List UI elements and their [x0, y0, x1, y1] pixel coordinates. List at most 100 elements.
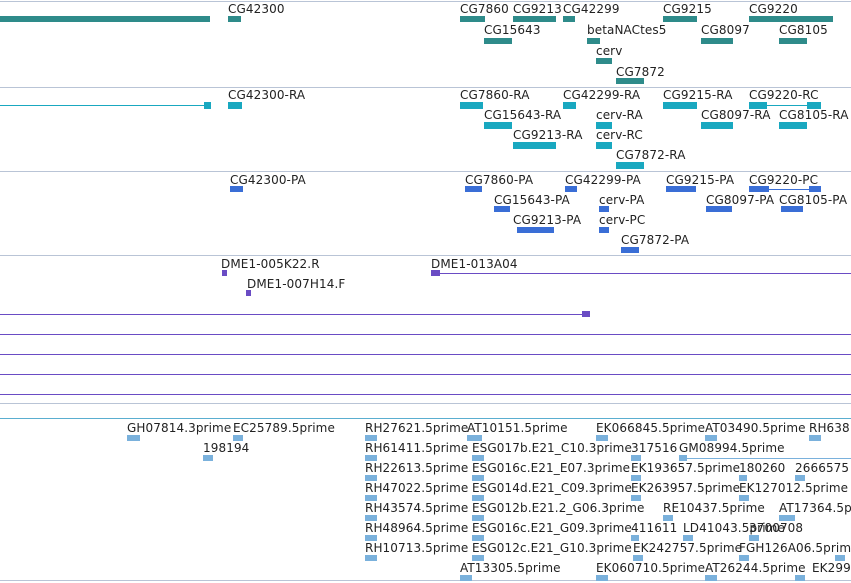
est-feature[interactable]	[663, 515, 673, 521]
est-feature[interactable]	[472, 555, 484, 561]
clone-feature[interactable]	[431, 270, 440, 276]
protein-feature[interactable]	[494, 206, 510, 212]
est-feature[interactable]	[472, 455, 484, 461]
transcript-feature[interactable]	[228, 102, 242, 109]
protein-feature[interactable]	[599, 227, 609, 233]
protein-feature[interactable]	[621, 247, 639, 253]
transcript-feature[interactable]	[596, 122, 612, 129]
gene-label: CG9220	[749, 2, 798, 16]
est-feature[interactable]	[365, 475, 377, 481]
est-feature[interactable]	[467, 435, 482, 441]
transcript-label: CG42299-RA	[563, 88, 641, 102]
est-feature[interactable]	[365, 495, 377, 501]
protein-feature[interactable]	[666, 186, 696, 192]
gene-feature[interactable]	[663, 16, 697, 22]
transcript-feature[interactable]	[701, 122, 733, 129]
protein-feature[interactable]	[706, 206, 732, 212]
est-feature[interactable]	[679, 455, 687, 461]
transcript-feature[interactable]	[204, 102, 211, 109]
protein-label: cerv-PC	[599, 213, 646, 227]
protein-feature[interactable]	[565, 186, 577, 192]
est-feature[interactable]	[472, 535, 484, 541]
est-feature[interactable]	[835, 555, 845, 561]
est-feature[interactable]	[631, 475, 641, 481]
transcript-feature[interactable]	[749, 102, 767, 109]
est-feature[interactable]	[779, 515, 795, 521]
est-feature[interactable]	[460, 575, 472, 581]
gene-label: CG9213	[513, 2, 562, 16]
est-label: EK263957.5prime	[631, 481, 741, 495]
est-feature[interactable]	[472, 515, 484, 521]
est-feature[interactable]	[705, 575, 717, 581]
est-label: ESG012b.E21.2_G06.3prime	[472, 501, 645, 515]
gene-feature[interactable]	[563, 16, 575, 22]
gene-feature[interactable]	[596, 58, 612, 64]
est-feature[interactable]	[365, 555, 377, 561]
transcript-feature[interactable]	[484, 122, 512, 129]
gene-label: CG15643	[484, 23, 541, 37]
est-feature[interactable]	[203, 455, 213, 461]
est-feature[interactable]	[631, 455, 641, 461]
gene-label: cerv	[596, 44, 623, 58]
est-feature[interactable]	[365, 435, 377, 441]
transcript-feature[interactable]	[616, 162, 644, 169]
transcript-label: CG9213-RA	[513, 128, 583, 142]
gene-feature[interactable]	[587, 38, 600, 44]
protein-feature[interactable]	[230, 186, 243, 192]
est-feature[interactable]	[233, 435, 243, 441]
track-divider	[0, 255, 851, 256]
est-feature[interactable]	[365, 515, 377, 521]
protein-label: CG9215-PA	[666, 173, 735, 187]
transcript-feature[interactable]	[513, 142, 556, 149]
protein-feature[interactable]	[781, 206, 803, 212]
transcript-feature[interactable]	[663, 102, 697, 109]
clone-feature[interactable]	[582, 311, 590, 317]
est-feature[interactable]	[633, 555, 643, 561]
clone-feature[interactable]	[222, 270, 227, 276]
gene-feature[interactable]	[701, 38, 733, 44]
est-feature[interactable]	[596, 575, 608, 581]
protein-feature[interactable]	[599, 206, 609, 212]
est-feature[interactable]	[795, 575, 805, 581]
transcript-label: CG9215-RA	[663, 88, 733, 102]
est-label: RH638	[809, 421, 850, 435]
transcript-feature[interactable]	[563, 102, 576, 109]
est-feature[interactable]	[472, 475, 484, 481]
transcript-feature[interactable]	[807, 102, 821, 109]
est-label: FGH126A06.5prime	[739, 541, 851, 555]
est-feature[interactable]	[705, 435, 717, 441]
est-feature[interactable]	[631, 535, 639, 541]
est-feature[interactable]	[749, 535, 759, 541]
gene-feature[interactable]	[749, 16, 833, 22]
est-feature[interactable]	[809, 435, 821, 441]
gene-feature[interactable]	[460, 16, 485, 22]
est-feature[interactable]	[365, 535, 377, 541]
gene-feature[interactable]	[484, 38, 512, 44]
est-feature[interactable]	[631, 495, 641, 501]
est-feature[interactable]	[365, 455, 377, 461]
gene-feature[interactable]	[228, 16, 241, 22]
gene-feature[interactable]	[616, 78, 644, 84]
gene-feature[interactable]	[779, 38, 807, 44]
gene-feature[interactable]	[513, 16, 556, 22]
est-label: EK060710.5prime	[596, 561, 706, 575]
est-feature[interactable]	[795, 475, 805, 481]
est-label: AT13305.5prime	[460, 561, 561, 575]
est-feature[interactable]	[739, 555, 749, 561]
est-feature[interactable]	[739, 495, 749, 501]
gene-feature[interactable]	[0, 16, 210, 22]
est-feature[interactable]	[596, 435, 608, 441]
clone-feature[interactable]	[246, 290, 251, 296]
est-feature[interactable]	[472, 495, 484, 501]
protein-feature[interactable]	[465, 186, 482, 192]
est-feature[interactable]	[683, 535, 693, 541]
protein-feature[interactable]	[517, 227, 554, 233]
est-feature[interactable]	[739, 475, 747, 481]
transcript-feature[interactable]	[779, 122, 807, 129]
transcript-feature[interactable]	[460, 102, 483, 109]
protein-feature[interactable]	[809, 186, 821, 192]
transcript-feature[interactable]	[596, 142, 612, 149]
est-feature[interactable]	[127, 435, 140, 441]
protein-feature[interactable]	[749, 186, 769, 192]
